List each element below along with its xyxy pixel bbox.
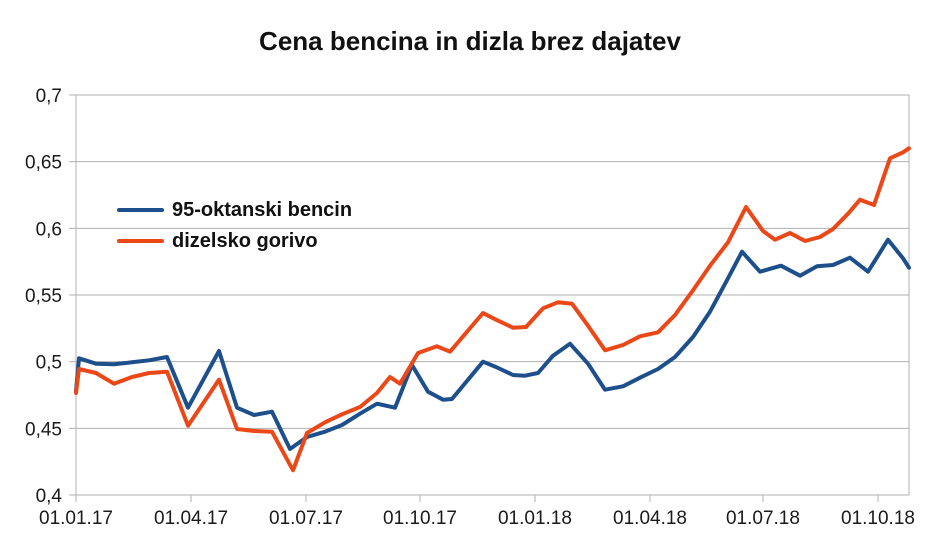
legend-item-bencin: 95-oktanski bencin — [117, 194, 352, 225]
x-axis-label: 01.07.17 — [269, 508, 343, 529]
legend-label-dizel: dizelsko gorivo — [172, 229, 318, 252]
y-axis-label: 0,4 — [36, 486, 63, 507]
x-axis-label: 01.10.17 — [383, 508, 457, 529]
x-axis-label: 01.01.18 — [498, 508, 572, 529]
y-axis-label: 0,5 — [36, 353, 62, 374]
y-axis-label: 0,55 — [25, 286, 62, 307]
legend: 95-oktanski bencin dizelsko gorivo — [117, 194, 352, 256]
x-axis-label: 01.01.17 — [39, 508, 113, 529]
x-axis-label: 01.10.18 — [841, 508, 915, 529]
legend-line-bencin-icon — [117, 207, 164, 212]
y-axis-label: 0,6 — [36, 219, 62, 240]
legend-item-dizel: dizelsko gorivo — [117, 225, 352, 256]
chart-title: Cena bencina in dizla brez dajatev — [259, 26, 681, 56]
legend-label-bencin: 95-oktanski bencin — [172, 198, 353, 221]
x-axis-label: 01.07.18 — [726, 508, 800, 529]
x-axis-label: 01.04.17 — [154, 508, 228, 529]
y-axis-label: 0,45 — [25, 419, 62, 440]
x-axis-label: 01.04.18 — [613, 508, 687, 529]
y-axis-label: 0,7 — [36, 86, 62, 107]
series-line-95-oktanski-bencin — [74, 237, 911, 451]
y-axis-label: 0,65 — [25, 153, 62, 174]
series-line-dizelsko-gorivo — [74, 146, 911, 473]
legend-line-dizel-icon — [117, 238, 164, 243]
